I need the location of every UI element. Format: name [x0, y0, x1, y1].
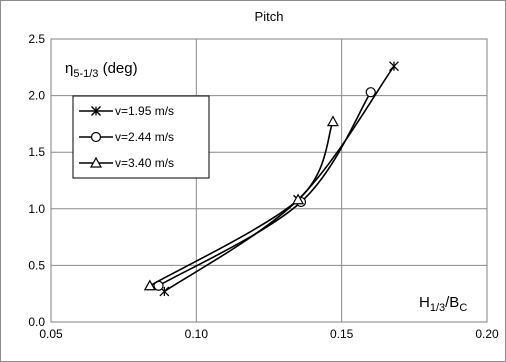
series-3-line [149, 121, 334, 287]
legend: v=1.95 m/s v=2.44 m/s v=3.40 m/s [72, 95, 210, 179]
series-3 [143, 115, 339, 291]
legend-label-2: v=2.44 m/s [115, 130, 174, 144]
y-tick-label-0: 0.0 [28, 315, 45, 329]
legend-items: v=1.95 m/s v=2.44 m/s v=3.40 m/s [79, 104, 174, 170]
x-axis-label-a-sub: 1/3 [430, 302, 445, 314]
y-axis-label-main: η [65, 60, 73, 77]
series-3-point-2 [292, 193, 305, 205]
plot-area [50, 38, 488, 323]
legend-label-3: v=3.40 m/s [115, 156, 174, 170]
grid [50, 38, 488, 323]
x-tick-label-0: 0.05 [39, 327, 63, 341]
series-layer [143, 61, 399, 297]
y-tick-label-1: 0.5 [28, 258, 45, 272]
series-3-point-3 [326, 115, 339, 127]
legend-label-1: v=1.95 m/s [115, 104, 174, 118]
series-1-point-3 [389, 61, 399, 72]
series-2-point-3 [365, 87, 376, 98]
x-tick-label-2: 0.15 [330, 327, 354, 341]
y-tick-label-2: 1.0 [28, 202, 45, 216]
y-tick-label-4: 2.0 [28, 89, 45, 103]
tick-labels: 0.0 0.5 1.0 1.5 2.0 2.5 0.05 0.10 0.15 0.20 [28, 32, 499, 341]
legend-entry-2: v=2.44 m/s [79, 130, 174, 144]
series-3-point-1 [143, 279, 156, 291]
chart-title: Pitch [255, 9, 284, 24]
x-axis-label-slash: /B [445, 294, 459, 311]
y-axis-label: η5-1/3 (deg) [65, 60, 138, 80]
y-tick-label-5: 2.5 [28, 32, 45, 46]
x-tick-label-3: 0.20 [475, 327, 499, 341]
x-axis-label-a: H [419, 294, 430, 311]
x-axis-label: H1/3/BC [419, 294, 467, 314]
legend-marker-1 [91, 106, 101, 116]
x-tick-label-1: 0.10 [185, 327, 209, 341]
x-axis-label-b-sub: C [459, 302, 467, 314]
y-axis-label-sub: 5-1/3 [73, 68, 98, 80]
y-axis-label-rest: (deg) [98, 60, 137, 77]
legend-entry-3: v=3.40 m/s [79, 156, 174, 170]
legend-marker-3 [89, 156, 103, 168]
legend-marker-2 [90, 131, 102, 143]
y-tick-label-3: 1.5 [28, 145, 45, 159]
legend-entry-1: v=1.95 m/s [79, 104, 174, 118]
